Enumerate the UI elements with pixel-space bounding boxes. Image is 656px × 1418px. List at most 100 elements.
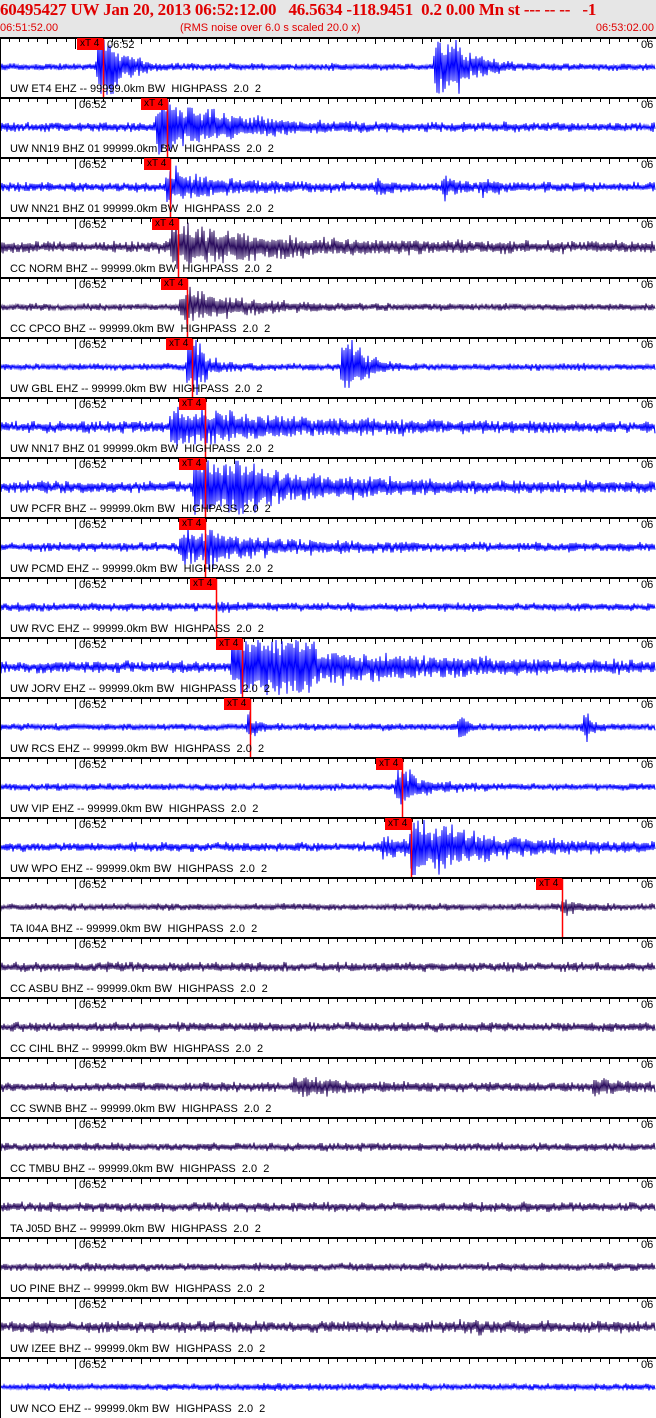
right-tick-label: 06 [641,399,654,411]
minute-tick-label: 06:52 [79,1059,107,1071]
right-tick-label: 06 [641,279,654,291]
start-time: 06:51:52.00 [0,22,59,34]
waveform-trace [0,39,656,95]
minute-tick-label: 06:52 [79,639,107,651]
noise-caption: (RMS noise over 6.0 s scaled 20.0 x) [180,22,361,34]
pick-marker[interactable]: xT 4 [141,98,167,110]
trace-panel: 06:52 06 UW PCMD EHZ -- 99999.0km BW HIGHP… [0,517,656,577]
trace-panel: 06:52 06 CC NORM BHZ -- 99999.0km BW HIGHP… [0,217,656,277]
pick-marker[interactable]: xT 4 [190,578,216,590]
minute-tick-label: 06:52 [79,879,107,891]
seismogram [0,277,656,337]
pick-marker[interactable]: xT 4 [216,638,242,650]
minute-tick-label: 06:52 [79,279,107,291]
trace-panel: 06:52 06 CC TMBU BHZ -- 99999.0km BW HIGHP… [0,1117,656,1177]
trace-panel: 06:52 06 UW VIP EHZ -- 99999.0km BW HIGHPA… [0,757,656,817]
minute-tick-label: 06:52 [79,1359,107,1371]
pick-marker[interactable]: xT 4 [161,278,187,290]
pick-marker[interactable]: xT 4 [376,758,402,770]
minute-tick-label: 06:52 [107,39,135,51]
seismogram [0,397,656,457]
waveform-trace [0,165,656,205]
trace-panel: 06:52 06 CC SWNB BHZ -- 99999.0km BW HIGHP… [0,1057,656,1117]
pick-marker[interactable]: xT 4 [144,158,170,170]
right-tick-label: 06 [641,1119,654,1131]
pick-marker[interactable]: xT 4 [224,698,250,710]
trace-panel: 06:52 06 CC ASBU BHZ -- 99999.0km BW HIGHP… [0,937,656,997]
pick-marker[interactable]: xT 4 [179,458,205,470]
right-tick-label: 06 [641,999,654,1011]
right-tick-label: 06 [641,639,654,651]
station-label: CC SWNB BHZ -- 99999.0km BW HIGHPASS 2.0… [10,1103,272,1115]
right-tick-label: 06 [641,1359,654,1371]
record-section: 06:52 06 UW ET4 EHZ -- 99999.0km BW HIGHPA… [0,37,656,1418]
pick-marker[interactable]: xT 4 [179,518,205,530]
station-label: UW RVC EHZ -- 99999.0km BW HIGHPASS 2.0 … [10,623,264,635]
waveform-trace [0,406,656,449]
pick-marker[interactable]: xT 4 [152,218,178,230]
trace-panel: 06:52 06 UW NN21 BHZ 01 99999.0km BW HIGHP… [0,157,656,217]
waveform-trace [0,339,656,396]
waveform-trace [0,639,656,696]
trace-panel: 06:52 06 UW NN17 BHZ 01 99999.0km BW HIGHP… [0,397,656,457]
minute-tick-label: 06:52 [79,339,107,351]
waveform-trace [0,460,656,515]
trace-panel: 06:52 06 UW WPO EHZ -- 99999.0km BW HIGHPA… [0,817,656,877]
pick-marker[interactable]: xT 4 [77,38,103,50]
station-label: TA J05D BHZ -- 99999.0km BW HIGHPASS 2.0… [10,1223,261,1235]
station-label: UW NN17 BHZ 01 99999.0km BW HIGHPASS 2.0… [10,443,274,455]
minute-tick-label: 06:52 [79,999,107,1011]
station-label: CC TMBU BHZ -- 99999.0km BW HIGHPASS 2.0… [10,1163,270,1175]
right-tick-label: 06 [641,219,654,231]
station-label: CC NORM BHZ -- 99999.0km BW HIGHPASS 2.0… [10,263,273,275]
minute-tick-label: 06:52 [79,159,107,171]
pick-marker[interactable]: xT 4 [536,878,562,890]
trace-panel: 06:52 06 TA I04A BHZ -- 99999.0km BW HIGHP… [0,877,656,937]
trace-panel: 06:52 06 UW PCFR BHZ -- 99999.0km BW HIGHP… [0,457,656,517]
right-tick-label: 06 [641,1239,654,1251]
right-tick-label: 06 [641,1179,654,1191]
waveform-trace [0,819,656,876]
pick-marker[interactable]: xT 4 [166,338,192,350]
minute-tick-label: 06:52 [79,519,107,531]
header-bar: 60495427 UW Jan 20, 2013 06:52:12.00 46.… [0,0,656,37]
minute-tick-label: 06:52 [79,99,107,111]
minute-tick-label: 06:52 [79,219,107,231]
right-tick-label: 06 [641,39,654,51]
seismogram [0,337,656,397]
station-label: UW NCO EHZ -- 99999.0km BW HIGHPASS 2.0 … [10,1403,266,1415]
trace-panel: 06:52 06 TA J05D BHZ -- 99999.0km BW HIGHP… [0,1177,656,1237]
minute-tick-label: 06:52 [79,459,107,471]
pick-marker[interactable]: xT 4 [179,398,205,410]
trace-panel: 06:52 06 UW GBL EHZ -- 99999.0km BW HIGHPA… [0,337,656,397]
waveform-trace [0,601,656,613]
right-tick-label: 06 [641,819,654,831]
waveform-trace [0,1382,656,1392]
seismogram [0,1237,656,1272]
minute-tick-label: 06:52 [79,1179,107,1191]
waveform-trace [0,1142,656,1152]
trace-panel: 06:52 06 UW RCS EHZ -- 99999.0km BW HIGHPA… [0,697,656,757]
waveform-trace [0,219,656,269]
right-tick-label: 06 [641,1299,654,1311]
station-label: CC ASBU BHZ -- 99999.0km BW HIGHPASS 2.0… [10,983,268,995]
waveform-trace [0,961,656,973]
seismogram [0,577,656,637]
waveform-trace [0,286,656,327]
station-label: UW NN19 BHZ 01 99999.0km BW HIGHPASS 2.0… [10,143,274,155]
right-tick-label: 06 [641,579,654,591]
waveform-trace [0,526,656,570]
station-label: UW ET4 EHZ -- 99999.0km BW HIGHPASS 2.0 … [10,83,262,95]
waveform-trace [0,1201,656,1213]
pick-marker[interactable]: xT 4 [385,818,411,830]
trace-panel: 06:52 06 CC CPCO BHZ -- 99999.0km BW HIGHP… [0,277,656,337]
waveform-trace [0,899,656,916]
waveform-trace [0,711,656,743]
station-label: UW IZEE BHZ -- 99999.0km BW HIGHPASS 2.0… [10,1343,266,1355]
minute-tick-label: 06:52 [79,939,107,951]
seismogram [0,1357,656,1392]
right-tick-label: 06 [641,459,654,471]
trace-panel: 06:52 06 UW NN19 BHZ 01 99999.0km BW HIGHP… [0,97,656,157]
station-label: UW PCFR BHZ -- 99999.0km BW HIGHPASS 2.0… [10,503,271,515]
station-label: UW PCMD EHZ -- 99999.0km BW HIGHPASS 2.0… [10,563,274,575]
